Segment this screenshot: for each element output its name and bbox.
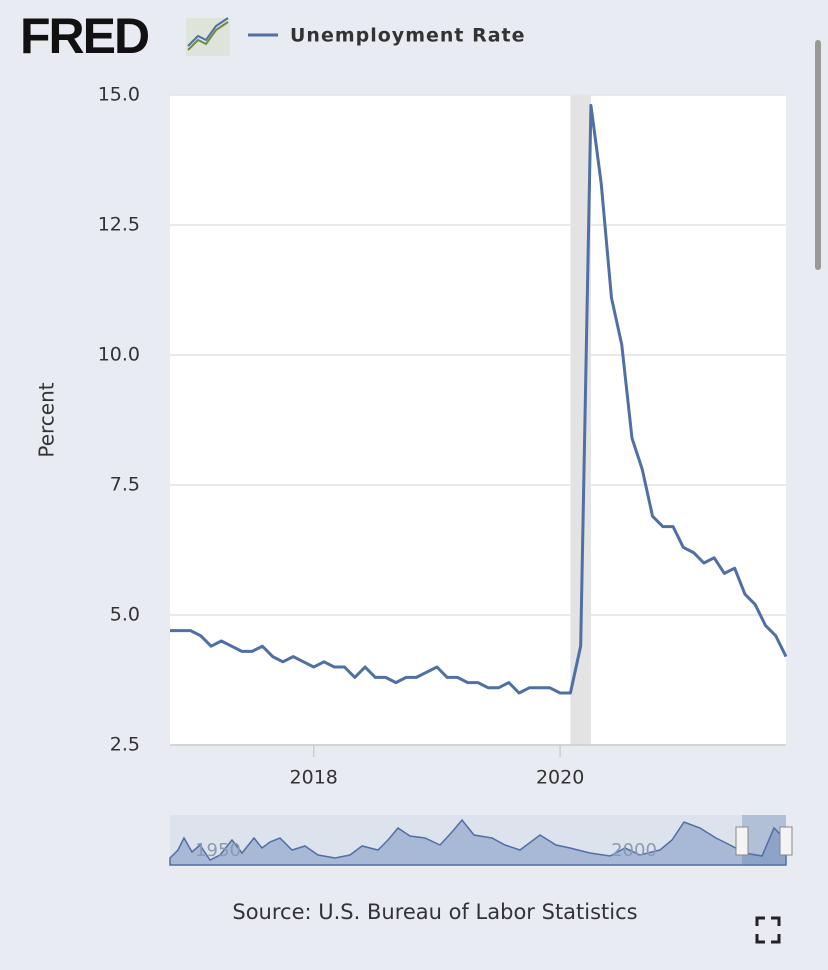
scrollbar[interactable] xyxy=(815,40,821,270)
logo[interactable]: FRED xyxy=(20,8,151,64)
y-tick-label: 5.0 xyxy=(110,604,140,626)
x-tick-label: 2018 xyxy=(290,767,338,789)
plot-area xyxy=(170,95,786,745)
y-tick-label: 7.5 xyxy=(110,474,140,496)
navigator-label: 2000 xyxy=(611,840,657,861)
y-tick-label: 15.0 xyxy=(98,84,140,106)
recession-shade xyxy=(570,95,591,745)
navigator-label: 1950 xyxy=(195,840,241,861)
y-tick-label: 10.0 xyxy=(98,344,140,366)
x-tick-label: 2020 xyxy=(536,767,584,789)
y-axis-label: Percent xyxy=(35,382,59,457)
legend-label[interactable]: Unemployment Rate xyxy=(290,25,526,47)
series-line xyxy=(170,103,788,695)
navigator[interactable]: 1950 2000 xyxy=(169,815,793,866)
fullscreen-icon[interactable] xyxy=(755,916,781,944)
logo-icon xyxy=(186,17,230,56)
y-tick-label: 12.5 xyxy=(98,214,140,236)
source: Source: U.S. Bureau of Labor Statistics xyxy=(232,900,637,924)
y-tick-label: 2.5 xyxy=(110,734,140,756)
